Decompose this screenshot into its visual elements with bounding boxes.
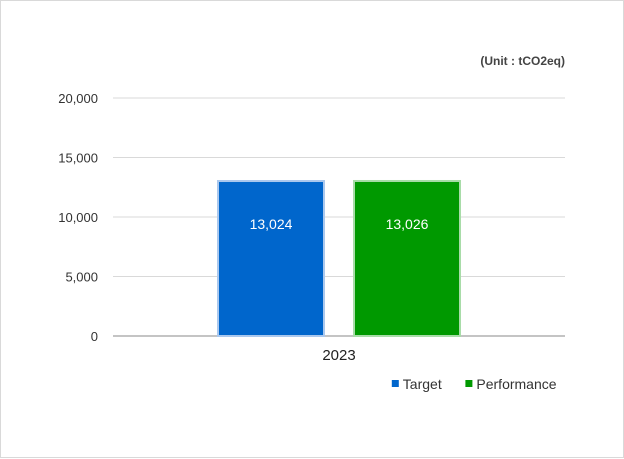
y-axis-ticks: 0 5,000 10,000 15,000 20,000 bbox=[58, 91, 98, 344]
y-tick-label: 15,000 bbox=[58, 151, 98, 166]
bar-target bbox=[217, 180, 325, 337]
legend-label: Target bbox=[403, 376, 442, 392]
legend: Target Performance bbox=[391, 376, 557, 392]
legend-swatch-performance bbox=[465, 380, 473, 387]
y-tick-label: 10,000 bbox=[58, 210, 98, 225]
legend-swatch-target bbox=[391, 380, 399, 387]
x-axis-categories: 2023 bbox=[322, 347, 355, 364]
data-label: 13,026 bbox=[386, 216, 429, 232]
y-tick-label: 5,000 bbox=[65, 270, 98, 285]
y-tick-label: 20,000 bbox=[58, 91, 98, 106]
unit-label: (Unit : tCO2eq) bbox=[480, 54, 565, 68]
legend-label: Performance bbox=[476, 376, 556, 392]
gridlines bbox=[113, 97, 565, 337]
bars: 13,024 13,026 bbox=[217, 179, 461, 337]
x-category-label: 2023 bbox=[322, 347, 355, 364]
bar-performance bbox=[353, 179, 461, 337]
data-label: 13,024 bbox=[250, 216, 293, 232]
y-tick-label: 0 bbox=[91, 329, 98, 344]
